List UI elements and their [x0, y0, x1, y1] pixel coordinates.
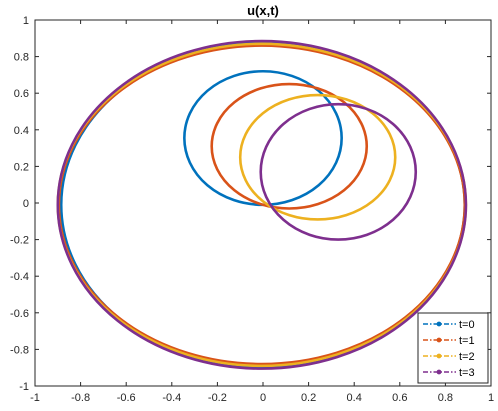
- legend-label-2: t=2: [459, 351, 475, 363]
- y-tick-label: 0.2: [14, 161, 29, 173]
- x-tick-label: 1: [488, 392, 494, 404]
- y-tick-label: 1: [23, 15, 29, 27]
- x-tick-label: 0: [260, 392, 266, 404]
- x-tick-label: 0.6: [392, 392, 407, 404]
- x-tick-label: 0.4: [347, 392, 362, 404]
- chart-title: u(x,t): [247, 3, 279, 18]
- x-tick-label: -0.4: [162, 392, 181, 404]
- legend-marker-3: [436, 369, 442, 375]
- legend-marker-2: [436, 353, 442, 359]
- x-tick-label: -0.6: [117, 392, 136, 404]
- x-tick-label: -0.8: [71, 392, 90, 404]
- y-tick-label: 0.8: [14, 52, 29, 64]
- y-tick-label: -0.4: [10, 271, 29, 283]
- y-tick-label: -0.2: [10, 235, 29, 247]
- x-tick-label: 0.2: [301, 392, 316, 404]
- series-3-curve-1: [259, 102, 418, 241]
- legend-box: [417, 312, 489, 384]
- axis-ticks: -1 -0.8 -0.6 -0.4 -0.2 0 0.2 0.4 0.6 0.8 1 1 0.8 0.6 0…: [10, 15, 494, 404]
- series-3-curve-0: [56, 39, 468, 370]
- y-tick-label: -0.8: [10, 344, 29, 356]
- legend: t=0 t=1 t=2 t=3: [417, 312, 489, 384]
- axes-background: [35, 20, 491, 386]
- legend-label-0: t=0: [459, 319, 475, 331]
- y-tick-label: 0.6: [14, 88, 29, 100]
- x-tick-label: -0.2: [208, 392, 227, 404]
- x-tick-label: 0.8: [438, 392, 453, 404]
- y-tick-label: 0: [23, 198, 29, 210]
- x-tick-label: -1: [30, 392, 40, 404]
- y-tick-label: 0.4: [14, 125, 29, 137]
- legend-label-3: t=3: [459, 367, 475, 379]
- series-2-curve-1: [238, 93, 397, 221]
- legend-label-1: t=1: [459, 335, 475, 347]
- y-tick-label: -1: [19, 381, 29, 393]
- legend-marker-1: [436, 337, 442, 343]
- legend-marker-0: [436, 321, 442, 327]
- plot-lines: [56, 39, 468, 370]
- y-tick-label: -0.6: [10, 308, 29, 320]
- series-1-curve-1: [210, 82, 369, 210]
